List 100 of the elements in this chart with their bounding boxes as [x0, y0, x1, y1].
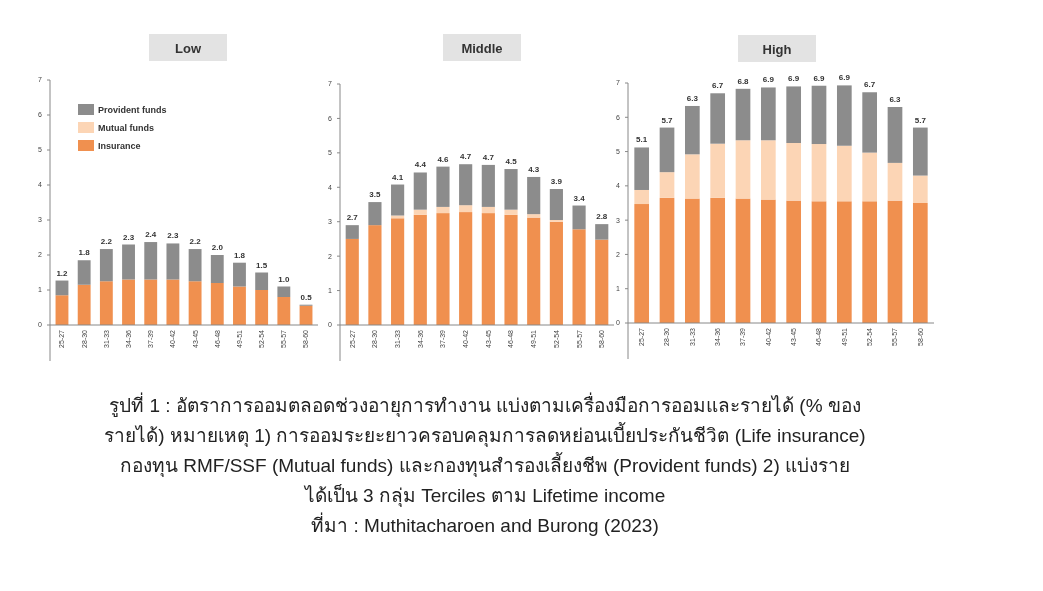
bar — [255, 290, 269, 325]
bar — [345, 225, 359, 239]
bar — [862, 152, 878, 202]
bar — [436, 213, 450, 325]
bar — [786, 86, 802, 143]
bar — [413, 209, 427, 215]
bar — [836, 201, 852, 323]
bar — [634, 147, 650, 190]
bar — [659, 197, 675, 323]
bar — [459, 164, 473, 206]
bar — [122, 244, 135, 280]
bar — [277, 297, 291, 325]
total-label: 1.8 — [233, 250, 246, 260]
bar — [549, 221, 563, 325]
bar — [735, 88, 751, 141]
bar — [368, 202, 382, 226]
bar — [188, 249, 202, 282]
bar — [862, 201, 878, 323]
bar — [504, 169, 518, 210]
total-label: 2.2 — [189, 237, 202, 247]
total-label: 1.8 — [78, 248, 91, 258]
bar — [710, 197, 726, 323]
bar — [527, 176, 541, 215]
bar — [760, 87, 776, 141]
bar — [912, 175, 928, 203]
total-label: 1.2 — [56, 268, 69, 278]
bar — [504, 209, 518, 215]
bar — [345, 238, 359, 325]
total-label: 2.7 — [346, 213, 359, 223]
legend-label: Mutual funds — [98, 123, 154, 134]
text: รายได้) หมายเหตุ 1) การออมระยะยาวครอบคลุมการลดหย่อนเบี้ยประกันชีวิต (Life insurance) — [104, 422, 866, 448]
bar — [459, 205, 473, 213]
total-label: 4.4 — [414, 160, 427, 170]
text: ได้เป็น 3 กลุ่ม Terciles ตาม Lifetime income — [302, 483, 666, 508]
total-label: 6.9 — [838, 73, 851, 83]
bar — [634, 204, 650, 323]
bar — [188, 281, 202, 325]
bar — [735, 198, 751, 323]
bar — [368, 225, 382, 325]
bar — [811, 144, 827, 202]
total-label: 5.1 — [636, 135, 648, 145]
bar — [481, 213, 495, 325]
total-label: 4.6 — [437, 154, 450, 164]
bar — [760, 199, 776, 323]
total-label: 4.5 — [505, 157, 518, 167]
bar — [210, 283, 224, 325]
bar — [735, 140, 751, 199]
bar — [481, 164, 495, 207]
bar — [887, 107, 903, 163]
total-label: 6.3 — [889, 95, 902, 104]
chart-title: High — [762, 42, 792, 57]
bar — [760, 140, 776, 200]
bar — [55, 295, 69, 325]
bar — [391, 218, 405, 325]
total-label: 6.7 — [864, 80, 876, 90]
bar — [549, 189, 563, 220]
bar — [481, 206, 495, 214]
bar — [685, 198, 700, 323]
total-label: 2.3 — [122, 232, 135, 242]
bar — [659, 127, 675, 173]
bar — [710, 143, 726, 198]
legend-label: Insurance — [98, 141, 141, 152]
bar — [144, 279, 158, 325]
bar — [685, 154, 700, 199]
bar — [210, 255, 224, 283]
bar — [99, 281, 113, 325]
bar — [887, 200, 903, 323]
total-label: 4.7 — [482, 152, 495, 162]
bar — [277, 286, 291, 297]
bar — [786, 200, 802, 323]
total-label: 6.9 — [762, 75, 775, 85]
bar — [459, 212, 473, 325]
bar — [786, 143, 802, 201]
bar — [912, 203, 928, 323]
bar — [122, 279, 135, 325]
bar — [413, 172, 427, 210]
bar — [836, 85, 852, 146]
bar — [436, 206, 450, 214]
total-label: 4.7 — [460, 152, 472, 162]
total-label: 2.3 — [167, 231, 180, 241]
total-label: 4.3 — [528, 164, 540, 174]
text: กองทุน RMF/SSF (Mutual funds) และกองทุนสำรองเลี้ยงชีพ (Provident funds) 2) แบ่งราย — [119, 452, 851, 478]
bar — [527, 217, 541, 325]
bar — [595, 224, 609, 240]
total-label: 6.7 — [712, 81, 724, 91]
bar — [811, 201, 827, 323]
total-label: 5.7 — [914, 115, 927, 125]
bar — [99, 249, 113, 282]
bar — [595, 239, 609, 325]
bar — [166, 243, 180, 280]
bar — [255, 272, 269, 290]
text: รูปที่ 1 : อัตราการออมตลอดช่วงอายุการทำงาน แบ่งตามเครื่องมือการออมและรายได้ (% ของ — [109, 392, 861, 418]
total-label: 6.8 — [737, 76, 750, 86]
total-label: 6.9 — [788, 74, 800, 84]
total-label: 3.4 — [573, 193, 586, 203]
bar — [634, 189, 650, 205]
total-label: 6.9 — [813, 73, 826, 83]
legend-label: Provident funds — [98, 105, 167, 116]
total-label: 2.8 — [596, 212, 608, 222]
bar — [710, 93, 726, 144]
